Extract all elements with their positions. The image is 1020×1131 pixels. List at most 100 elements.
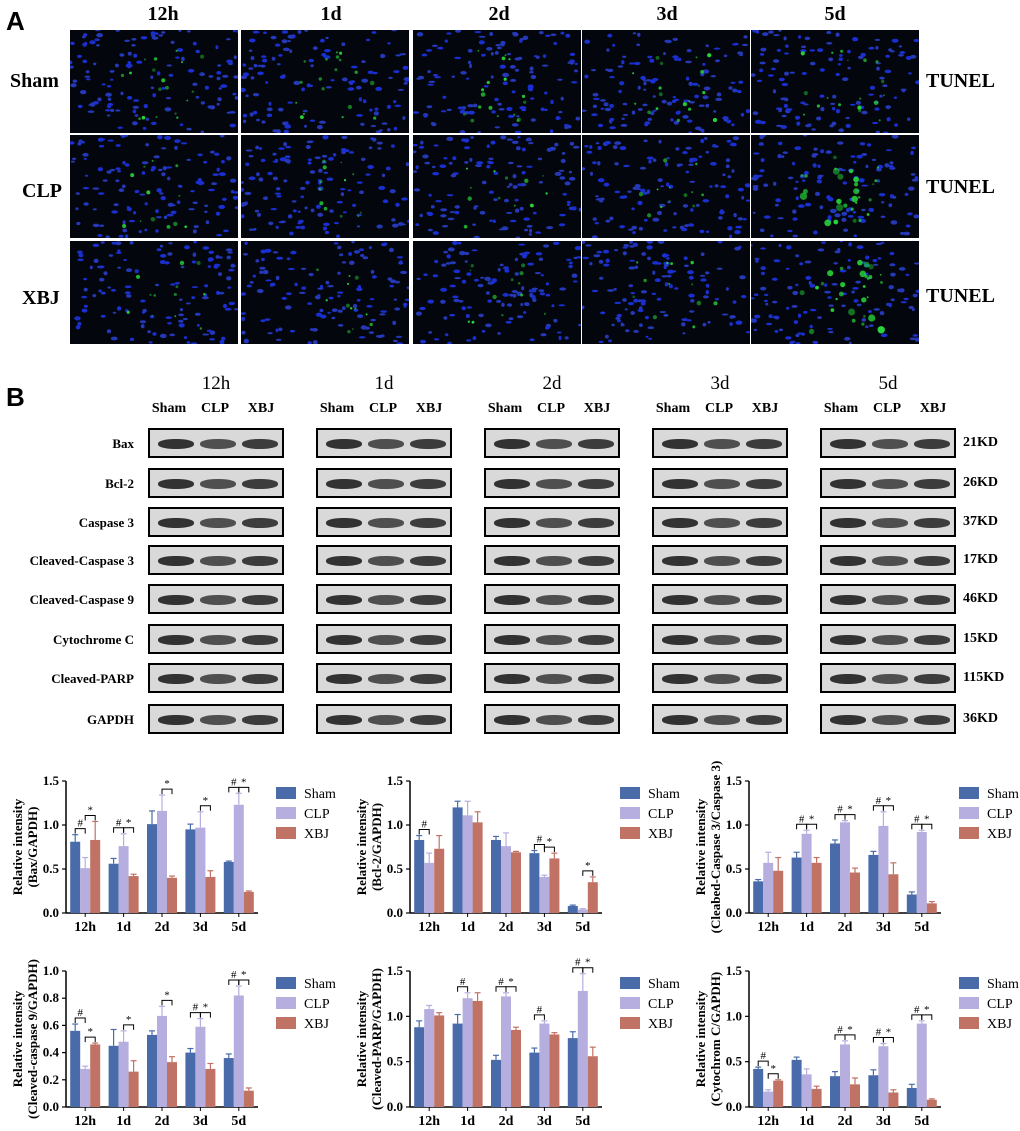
x-tick-label: 1d xyxy=(116,1114,131,1129)
wb-kd-label: 37KD xyxy=(963,514,998,529)
blot-band xyxy=(368,674,404,684)
legend-label: XBJ xyxy=(304,827,329,842)
blot-band xyxy=(536,635,572,645)
legend-swatch xyxy=(959,787,979,799)
bar-sham xyxy=(791,1059,802,1107)
significance-bracket xyxy=(199,805,211,811)
significance-bracket xyxy=(767,1073,779,1079)
panel-a-col-3d: 3d xyxy=(656,3,678,25)
significance-mark: * xyxy=(164,989,170,1001)
significance-mark: # xyxy=(537,1004,543,1016)
blot-band xyxy=(872,556,908,566)
blot-band xyxy=(410,518,446,528)
blot-band xyxy=(914,439,950,449)
legend-label: Sham xyxy=(648,787,680,802)
wb-kd-label: 21KD xyxy=(963,435,998,450)
blot-band xyxy=(494,518,530,528)
blot-2d-6 xyxy=(484,663,620,693)
bar-xbj xyxy=(205,1068,216,1107)
blot-band xyxy=(872,715,908,725)
blot-band xyxy=(746,595,782,605)
tunel-image-xbj-12h xyxy=(70,241,238,344)
x-tick-label: 1d xyxy=(116,920,131,935)
x-tick-label: 3d xyxy=(876,1114,891,1129)
bar-sham xyxy=(906,894,917,913)
blot-3d-7 xyxy=(652,704,788,734)
significance-mark: # xyxy=(914,813,920,825)
blot-3d-5 xyxy=(652,624,788,654)
blot-12h-5 xyxy=(148,624,284,654)
wb-kd-label: 36KD xyxy=(963,711,998,726)
blot-band xyxy=(536,556,572,566)
blot-12h-4 xyxy=(148,584,284,614)
bar-sham xyxy=(223,1058,234,1107)
significance-bracket xyxy=(844,1034,856,1040)
tunel-image-xbj-2d xyxy=(413,241,581,344)
chart-1: 0.0 0.5 1.0 1.5 Relative intensity (Bcl-2/GAP… xyxy=(354,773,680,935)
y-tick-label: 0.0 xyxy=(726,905,742,920)
blot-band xyxy=(158,479,194,489)
bar-xbj xyxy=(90,1044,101,1107)
blot-1d-2 xyxy=(316,507,452,537)
legend-label: CLP xyxy=(648,807,674,822)
tunel-image-sham-2d xyxy=(413,30,581,133)
y-axis-label: (Cleabed-Caspase 3/Caspase 3) xyxy=(708,761,723,934)
y-tick-label: 0.4 xyxy=(43,1045,60,1060)
blot-band xyxy=(242,518,278,528)
significance-bracket xyxy=(543,846,555,853)
legend-swatch xyxy=(276,997,296,1009)
blot-band xyxy=(494,595,530,605)
significance-mark: # xyxy=(460,976,466,988)
legend-swatch xyxy=(620,787,640,799)
blot-band xyxy=(536,518,572,528)
blot-band xyxy=(704,595,740,605)
significance-bracket xyxy=(84,1036,96,1043)
significance-bracket xyxy=(161,999,173,1006)
bar-xbj xyxy=(587,1056,598,1107)
blot-band xyxy=(872,518,908,528)
blot-1d-6 xyxy=(316,663,452,693)
legend-label: Sham xyxy=(987,977,1019,992)
significance-mark: # xyxy=(498,976,504,988)
legend-label: CLP xyxy=(648,997,674,1012)
blot-band xyxy=(914,518,950,528)
bar-xbj xyxy=(434,848,445,913)
x-tick-label: 12h xyxy=(74,1114,96,1129)
blot-band xyxy=(410,439,446,449)
bar-sham xyxy=(830,1076,840,1107)
tunel-image-clp-12h xyxy=(70,135,238,238)
x-tick-label: 1d xyxy=(799,1114,814,1129)
bar-sham xyxy=(147,824,157,913)
panel-a-col-2d: 2d xyxy=(488,3,510,25)
significance-bracket xyxy=(457,986,469,992)
significance-mark: # xyxy=(876,1027,882,1039)
significance-mark: * xyxy=(241,776,247,788)
significance-bracket xyxy=(757,1060,769,1067)
wb-kd-label: 46KD xyxy=(963,591,998,606)
blot-band xyxy=(662,674,698,684)
panel-a-col-12h: 12h xyxy=(147,3,179,25)
significance-mark: # xyxy=(537,834,543,846)
bar-clp xyxy=(763,1091,774,1107)
blot-band xyxy=(368,556,404,566)
blot-band xyxy=(872,595,908,605)
blot-band xyxy=(368,439,404,449)
significance-bracket xyxy=(533,1014,545,1020)
y-tick-label: 0.0 xyxy=(43,905,59,920)
bar-sham xyxy=(529,1052,540,1107)
legend-label: XBJ xyxy=(987,827,1012,842)
blot-band xyxy=(200,674,236,684)
bar-sham xyxy=(185,1052,196,1107)
significance-bracket xyxy=(74,828,86,834)
wb-lane-clp: CLP xyxy=(201,401,229,416)
panel-a-row-xbj: XBJ xyxy=(22,287,60,309)
x-tick-label: 3d xyxy=(876,920,891,935)
tunel-image-xbj-1d xyxy=(241,241,409,344)
blot-band xyxy=(158,715,194,725)
x-tick-label: 3d xyxy=(193,1114,208,1129)
blot-band xyxy=(410,674,446,684)
blot-band xyxy=(494,715,530,725)
blot-band xyxy=(326,595,362,605)
bar-clp xyxy=(539,1023,550,1107)
